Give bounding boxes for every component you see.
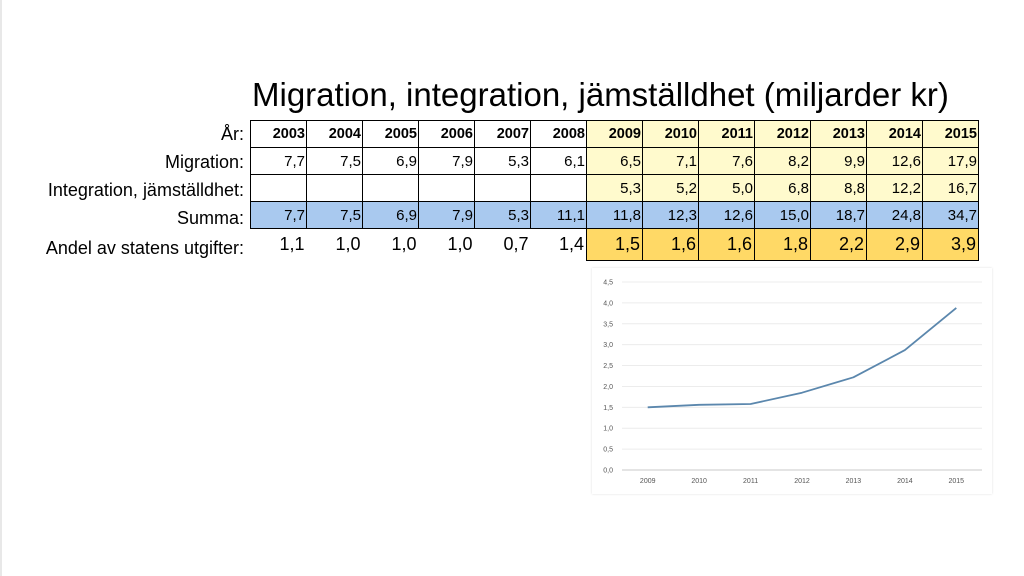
table-cell: 2004 — [306, 120, 363, 148]
table-cell: 2010 — [642, 120, 699, 148]
x-tick-label: 2010 — [691, 478, 707, 485]
label-integration: Integration, jämställdhet: — [47, 180, 244, 200]
table-cell: 5,3 — [474, 201, 531, 229]
table-cell: 7,5 — [306, 201, 363, 229]
table-cell: 2,2 — [810, 228, 867, 261]
table-cell: 12,2 — [866, 174, 923, 202]
table-cell: 2003 — [250, 120, 307, 148]
table-cell: 6,9 — [362, 147, 419, 175]
table-cell: 2012 — [754, 120, 811, 148]
y-tick-label: 3,0 — [603, 342, 613, 349]
table-cell: 24,8 — [866, 201, 923, 229]
table-cell: 11,8 — [586, 201, 643, 229]
table-cell: 1,4 — [558, 234, 584, 255]
table-cell: 2013 — [810, 120, 867, 148]
table-cell: 1,0 — [447, 234, 473, 255]
table-cell: 8,2 — [754, 147, 811, 175]
table-cell: 8,8 — [810, 174, 867, 202]
integration-row: 5,3 5,2 5,0 6,8 8,8 12,2 16,7 — [250, 174, 979, 202]
table-cell: 2,9 — [866, 228, 923, 261]
y-tick-label: 4,0 — [603, 300, 613, 307]
table-cell: 1,8 — [754, 228, 811, 261]
table-cell: 7,9 — [418, 147, 475, 175]
table-cell: 5,3 — [474, 147, 531, 175]
table-cell — [530, 174, 587, 202]
migration-row: 7,7 7,5 6,9 7,9 5,3 6,1 6,5 7,1 7,6 8,2 9,9 12,6 17,… — [250, 147, 979, 175]
budget-table: 2003 2004 2005 2006 2007 2008 2009 2010 2011 2012… — [250, 120, 979, 261]
label-share: Andel av statens utgifter: — [45, 238, 244, 258]
slide-title: Migration, integration, jämställdhet (mi… — [252, 76, 949, 113]
table-cell: 2011 — [698, 120, 755, 148]
table-cell: 7,7 — [250, 201, 307, 229]
table-cell: 12,6 — [698, 201, 755, 229]
table-cell: 2009 — [586, 120, 643, 148]
table-cell: 5,0 — [698, 174, 755, 202]
series-line — [647, 307, 957, 409]
x-tick-label: 2011 — [743, 478, 758, 485]
table-cell: 6,1 — [530, 147, 587, 175]
table-cell: 7,6 — [698, 147, 755, 175]
table-cell: 7,1 — [642, 147, 699, 175]
table-cell — [306, 174, 363, 202]
table-cell: 2014 — [866, 120, 923, 148]
table-cell: 34,7 — [922, 201, 979, 229]
chart-svg: 0,0 0,5 1,0 1,5 2,0 2,5 3,0 3,5 4,0 4,5 2009 2010 20… — [603, 280, 982, 485]
table-cell — [362, 174, 419, 202]
table-cell — [418, 174, 475, 202]
table-cell — [250, 174, 307, 202]
label-sum: Summa: — [176, 208, 244, 228]
table-cell: 0,7 — [503, 234, 529, 255]
table-cell: 5,2 — [642, 174, 699, 202]
table-cell: 1,0 — [391, 234, 417, 255]
table-cell: 6,5 — [586, 147, 643, 175]
share-row: 1,1 1,0 1,0 1,0 0,7 1,4 1,5 1,6 1,6 1,8 2,2 2,9 3,9 — [251, 228, 979, 261]
table-cell: 6,9 — [362, 201, 419, 229]
table-cell: 5,3 — [586, 174, 643, 202]
table-cell: 17,9 — [922, 147, 979, 175]
x-tick-label: 2015 — [948, 478, 964, 485]
label-migration: Migration: — [164, 152, 244, 172]
x-tick-label: 2009 — [640, 478, 656, 485]
table-cell: 1,6 — [698, 228, 755, 261]
x-tick-label: 2013 — [846, 478, 862, 485]
y-tick-label: 0,5 — [603, 447, 613, 454]
table-cell: 1,0 — [335, 234, 361, 255]
y-tick-label: 2,0 — [603, 384, 613, 391]
y-tick-label: 2,5 — [603, 363, 613, 370]
table-cell: 2005 — [362, 120, 419, 148]
table-cell: 2006 — [418, 120, 475, 148]
table-cell — [474, 174, 531, 202]
y-tick-label: 0,0 — [603, 468, 613, 475]
year-row: 2003 2004 2005 2006 2007 2008 2009 2010 2011 2012… — [250, 120, 979, 148]
y-tick-label: 3,5 — [603, 321, 613, 328]
sum-row: 7,7 7,5 6,9 7,9 5,3 11,1 11,8 12,3 12,6 15,0 18,7 2… — [250, 201, 979, 229]
table-cell: 3,9 — [922, 228, 979, 261]
table-cell: 6,8 — [754, 174, 811, 202]
slide-edge — [0, 0, 2, 576]
y-tick-label: 1,0 — [603, 426, 613, 433]
table-cell: 7,7 — [250, 147, 307, 175]
y-tick-label: 1,5 — [603, 405, 613, 412]
table-cell: 12,6 — [866, 147, 923, 175]
table-cell: 11,1 — [530, 201, 587, 229]
table-cell: 18,7 — [810, 201, 867, 229]
table-cell: 9,9 — [810, 147, 867, 175]
table-cell: 12,3 — [642, 201, 699, 229]
table-cell: 1,1 — [279, 234, 305, 255]
table-cell: 1,6 — [642, 228, 699, 261]
y-tick-label: 4,5 — [603, 280, 613, 287]
row-labels: År: Migration: Integration, jämställdhet… — [46, 120, 244, 264]
x-tick-label: 2012 — [794, 478, 810, 485]
table-cell: 2007 — [474, 120, 531, 148]
label-year: År: — [220, 124, 244, 144]
x-tick-label: 2014 — [897, 478, 913, 485]
table-cell: 15,0 — [754, 201, 811, 229]
table-cell: 7,9 — [418, 201, 475, 229]
table-cell: 1,5 — [586, 228, 643, 261]
table-cell: 16,7 — [922, 174, 979, 202]
table-cell: 2015 — [922, 120, 979, 148]
table-cell: 2008 — [530, 120, 587, 148]
table-cell: 7,5 — [306, 147, 363, 175]
line-chart: 0,0 0,5 1,0 1,5 2,0 2,5 3,0 3,5 4,0 4,5 2009 2010 20… — [592, 268, 992, 494]
